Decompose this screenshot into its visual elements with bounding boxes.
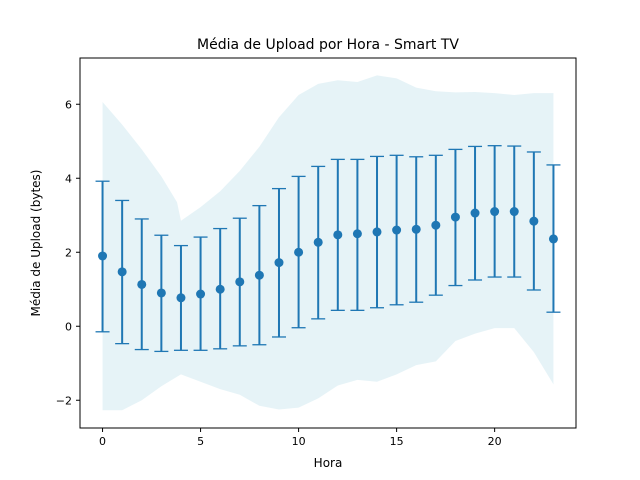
point-layer bbox=[98, 207, 558, 303]
data-point bbox=[372, 227, 382, 237]
data-point bbox=[431, 220, 441, 230]
data-point bbox=[235, 277, 245, 287]
data-point bbox=[352, 229, 362, 239]
data-point bbox=[196, 289, 206, 299]
data-point bbox=[411, 224, 421, 234]
y-tick-label: 0 bbox=[65, 320, 72, 333]
data-point bbox=[470, 208, 480, 218]
data-point bbox=[392, 225, 402, 235]
y-tick-label: 6 bbox=[65, 98, 72, 111]
y-axis-ticks: −2 0 2 4 6 bbox=[56, 98, 80, 407]
data-point bbox=[313, 237, 323, 247]
x-tick-label: 15 bbox=[390, 435, 404, 448]
data-point bbox=[529, 216, 539, 226]
plot-area-frame bbox=[79, 57, 577, 429]
data-point bbox=[176, 293, 186, 303]
y-tick-label: 2 bbox=[65, 246, 72, 259]
data-point bbox=[117, 267, 127, 277]
x-axis-ticks: 0 5 10 15 20 bbox=[99, 428, 502, 448]
data-point bbox=[98, 251, 108, 261]
data-point bbox=[274, 258, 284, 268]
y-tick-label: −2 bbox=[56, 394, 72, 407]
x-tick-label: 5 bbox=[197, 435, 204, 448]
y-axis-label: Média de Upload (bytes) bbox=[29, 170, 43, 317]
data-point bbox=[215, 284, 225, 294]
data-point bbox=[450, 212, 460, 222]
x-tick-label: 20 bbox=[488, 435, 502, 448]
chart-title: Média de Upload por Hora - Smart TV bbox=[197, 37, 459, 53]
data-point bbox=[156, 288, 166, 298]
data-point bbox=[490, 207, 500, 217]
y-tick-label: 4 bbox=[65, 172, 72, 185]
confidence-band bbox=[102, 75, 554, 411]
x-tick-label: 10 bbox=[292, 435, 306, 448]
data-point bbox=[137, 279, 147, 289]
x-tick-label: 0 bbox=[99, 435, 106, 448]
data-point bbox=[509, 207, 519, 217]
data-point bbox=[254, 270, 264, 280]
data-point bbox=[333, 230, 343, 240]
data-point bbox=[548, 234, 558, 244]
x-axis-label: Hora bbox=[314, 456, 343, 470]
data-point bbox=[294, 247, 304, 257]
confidence-band-layer bbox=[102, 75, 554, 411]
